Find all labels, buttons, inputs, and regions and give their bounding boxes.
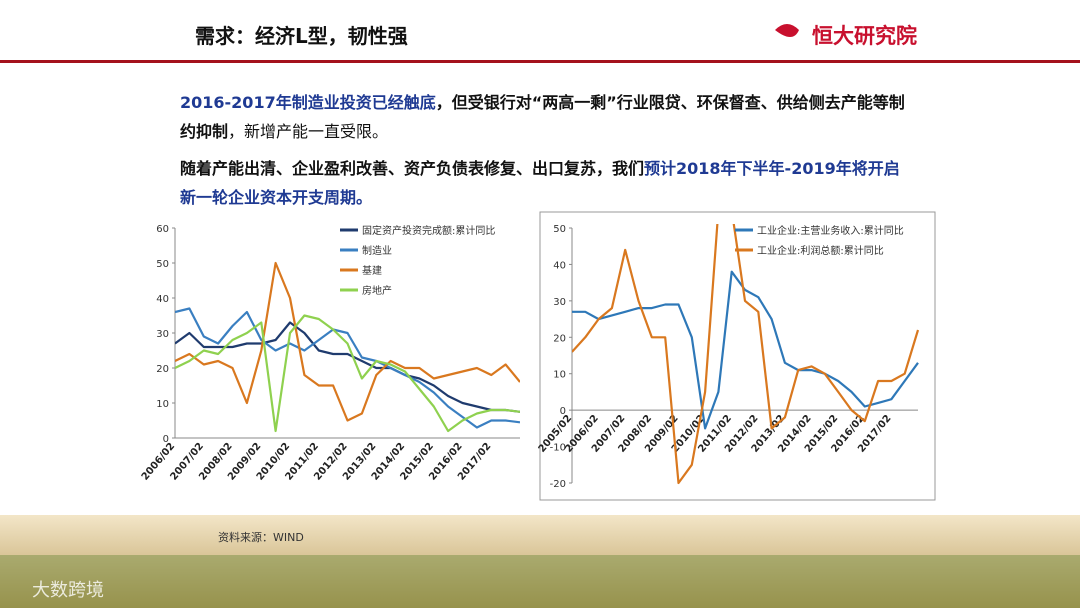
y-tick-label: 60 bbox=[156, 224, 169, 235]
plot-lines bbox=[175, 261, 520, 433]
y-tick-label: 40 bbox=[156, 294, 169, 305]
chart-frame bbox=[539, 211, 936, 501]
logo-icon bbox=[775, 24, 799, 37]
logo-text: 恒大研究院 bbox=[812, 24, 917, 48]
y-tick-label: -20 bbox=[550, 479, 566, 490]
watermark: 大数跨境 bbox=[32, 580, 104, 601]
text-run: 预计2018年下半年-2019年将开启新一轮企业资本开支周期。 bbox=[180, 159, 900, 207]
legend-label: 基建 bbox=[362, 264, 382, 277]
paragraph: 随着产能出清、企业盈利改善、资产负债表修复、出口复苏，我们预计2018年下半年-… bbox=[180, 154, 910, 212]
y-tick-label: 20 bbox=[156, 364, 169, 375]
y-tick-label: 50 bbox=[553, 224, 566, 235]
text-run: ，但受银行对“两高一剩”行业限贷、环保督查、供给侧去产能等制约抑制 bbox=[180, 93, 905, 141]
legend-label: 工业企业:利润总额:累计同比 bbox=[757, 244, 884, 257]
text-run: ，新增产能一直受限。 bbox=[228, 122, 389, 141]
y-tick-label: 20 bbox=[553, 333, 566, 344]
legend-label: 房地产 bbox=[362, 284, 392, 297]
source: 资料来源：WIND bbox=[218, 530, 304, 544]
legend-label: 工业企业:主营业务收入:累计同比 bbox=[757, 224, 904, 237]
footer-trees bbox=[0, 555, 1080, 608]
y-tick-label: -10 bbox=[550, 443, 566, 454]
series-line bbox=[572, 270, 919, 430]
y-tick-label: 0 bbox=[560, 406, 566, 417]
slide-title: 需求：经济L型，韧性强 bbox=[195, 24, 408, 48]
y-tick-label: 50 bbox=[156, 259, 169, 270]
plot-lines bbox=[572, 224, 920, 485]
series-line bbox=[175, 321, 520, 413]
text-run: 2016-2017年制造业投资已经触底 bbox=[180, 93, 436, 112]
y-tick-label: 40 bbox=[553, 260, 566, 271]
legend-label: 固定资产投资完成额:累计同比 bbox=[362, 224, 495, 237]
y-tick-label: 10 bbox=[156, 399, 169, 410]
y-tick-label: 10 bbox=[553, 370, 566, 381]
footer-strip bbox=[0, 515, 1080, 608]
y-tick-label: 30 bbox=[553, 297, 566, 308]
series-line bbox=[175, 314, 520, 433]
paragraph: 2016-2017年制造业投资已经触底，但受银行对“两高一剩”行业限贷、环保督查… bbox=[180, 88, 910, 146]
y-tick-label: 0 bbox=[163, 434, 169, 445]
series-line bbox=[572, 224, 920, 485]
text-run: 随着产能出清、企业盈利改善、资产负债表修复、出口复苏，我们 bbox=[180, 159, 645, 178]
y-tick-label: 30 bbox=[156, 329, 169, 340]
legend-label: 制造业 bbox=[362, 244, 392, 257]
header-rule bbox=[0, 60, 1080, 63]
series-line bbox=[175, 261, 520, 422]
series-line bbox=[175, 307, 520, 429]
paragraphs: 2016-2017年制造业投资已经触底，但受银行对“两高一剩”行业限贷、环保督查… bbox=[180, 88, 910, 220]
